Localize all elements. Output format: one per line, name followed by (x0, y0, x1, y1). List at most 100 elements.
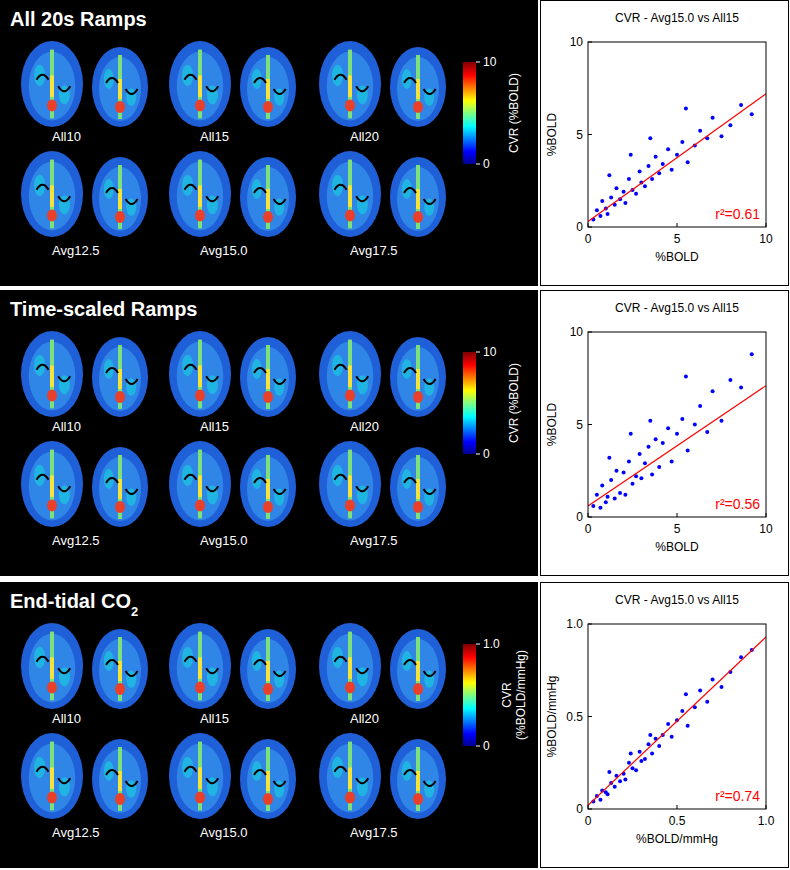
brain-hotspot (345, 500, 355, 512)
brain-map-pair (21, 41, 148, 127)
scatter-point (600, 484, 604, 488)
colorbar-tick (476, 164, 480, 165)
scatter-point (591, 504, 595, 508)
scatter-point (657, 744, 661, 748)
map-background (0, 290, 538, 576)
scatter-point (686, 448, 690, 452)
brain-midline (50, 657, 54, 679)
brain-map-pair (21, 331, 148, 417)
brain-sulcus (106, 478, 138, 494)
scatter-point (598, 506, 602, 510)
brain-midline (266, 479, 270, 499)
scatter-point (623, 493, 627, 497)
brain-map-pair (319, 41, 446, 127)
colorbar (463, 62, 476, 164)
scatter-point (627, 761, 631, 765)
fit-line (588, 637, 766, 805)
brain-midline (118, 479, 122, 499)
brain-sulcus (37, 657, 71, 673)
brain-midline (198, 767, 202, 789)
scatter-point (650, 752, 654, 756)
scatter-point (643, 757, 647, 761)
x-tick (766, 805, 767, 809)
brain-sulcus (106, 188, 138, 204)
colorbar-tick-label: 0 (483, 157, 490, 171)
scatter-point (654, 437, 658, 441)
x-axis-label: %BOLD/mmHg (636, 832, 718, 846)
brain-map-pair (21, 733, 148, 819)
brain-slice (92, 47, 148, 127)
brain-sulcus (37, 185, 71, 201)
brain-midline (348, 657, 352, 679)
panel: Time-scaled RampsAll10All15All20Avg12.5A… (0, 290, 789, 576)
x-tick-label: 0 (585, 232, 592, 246)
y-tick (588, 42, 592, 43)
scatter-point (728, 123, 732, 127)
brain-map-pair (319, 733, 446, 819)
plot-frame (588, 332, 766, 517)
map-label: Avg15.0 (200, 825, 247, 840)
brain-hotspot (413, 683, 423, 695)
y-tick-label: 10 (570, 325, 584, 339)
brain-slice (319, 441, 381, 527)
y-tick-label: 0 (576, 220, 583, 234)
scatter-point (629, 432, 633, 436)
plot-frame (588, 42, 766, 227)
brain-midline (266, 79, 270, 99)
map-label: Avg15.0 (200, 243, 247, 258)
scatter-point (629, 752, 633, 756)
x-tick (677, 513, 678, 517)
brain-slice (21, 441, 83, 527)
brain-slice (390, 447, 446, 527)
brain-hotspot (263, 211, 273, 223)
brain-hotspot (345, 682, 355, 694)
plot-area (588, 352, 766, 510)
background (0, 0, 790, 870)
x-axis-label: %BOLD (655, 540, 699, 554)
scatter-point (606, 495, 610, 499)
panel: End-tidal CO2All10All15All20Avg12.5Avg15… (0, 582, 789, 868)
brain-midline (50, 75, 54, 97)
map-label: All20 (350, 129, 379, 144)
brain-hotspot (345, 100, 355, 112)
brain-hotspot (47, 500, 57, 512)
scatter-point (623, 201, 627, 205)
brain-slice (390, 629, 446, 709)
scatter-point (613, 497, 617, 501)
scatter-point (670, 168, 674, 172)
brain-slice (390, 739, 446, 819)
panel-title: All 20s Ramps (10, 8, 147, 30)
scatter-point (648, 419, 652, 423)
y-tick (588, 716, 592, 717)
scatter-point (623, 777, 627, 781)
brain-slice (169, 41, 231, 127)
panel-title: End-tidal CO2 (10, 590, 138, 619)
x-tick (766, 223, 767, 227)
scatter-point (639, 759, 643, 763)
y-tick (588, 332, 592, 333)
scatter-point (618, 779, 622, 783)
brain-slice (92, 157, 148, 237)
x-tick-label: 10 (759, 522, 773, 536)
scatter-point (634, 192, 638, 196)
brain-midline (416, 79, 420, 99)
x-tick-label: 5 (674, 522, 681, 536)
scatter-point (639, 476, 643, 480)
plot-area (588, 637, 766, 805)
map-label: Avg17.5 (350, 825, 397, 840)
x-tick-label: 0.5 (669, 814, 686, 828)
brain-sulcus (404, 78, 436, 94)
brain-midline (198, 75, 202, 97)
brain-hotspot (115, 211, 125, 223)
brain-midline (348, 185, 352, 207)
brain-midline (198, 365, 202, 387)
scatter-point (698, 689, 702, 693)
brain-sulcus (185, 365, 219, 381)
y-tick (588, 134, 592, 135)
map-label: Avg12.5 (52, 533, 99, 548)
scatter-point (686, 160, 690, 164)
brain-sulcus (335, 365, 369, 381)
brain-map-pair (21, 151, 148, 237)
brain-map-pair (21, 623, 148, 709)
brain-sulcus (185, 657, 219, 673)
